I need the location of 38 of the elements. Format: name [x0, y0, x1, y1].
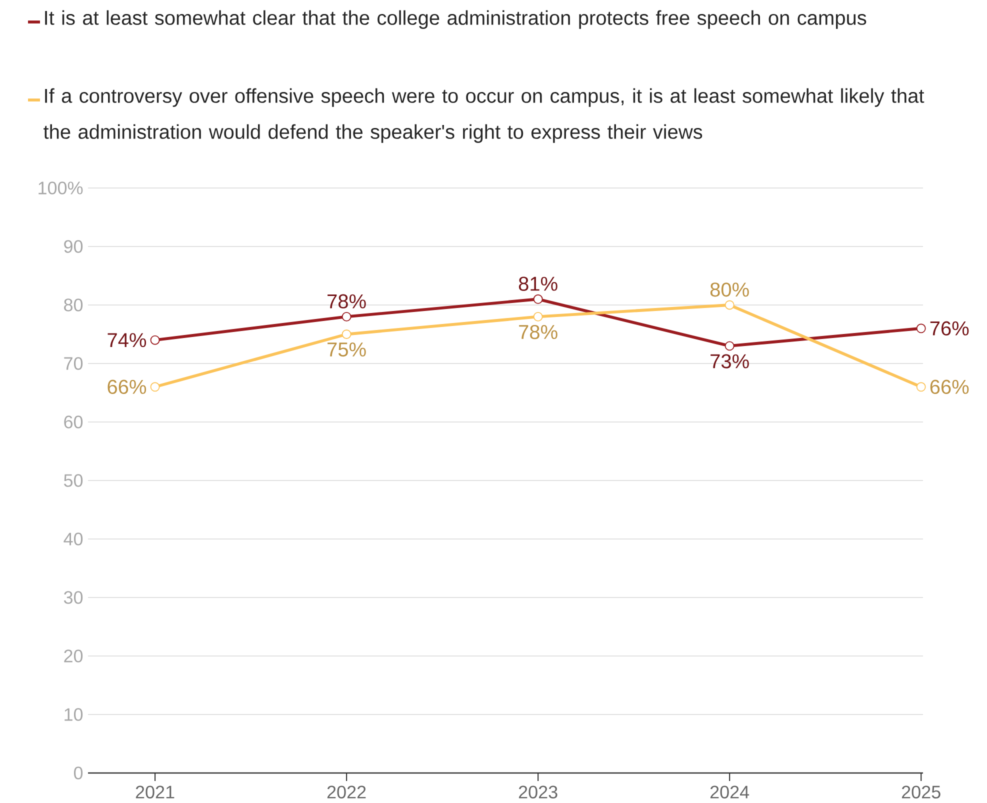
- x-tick-label: 2023: [518, 786, 558, 798]
- point: [533, 294, 543, 304]
- point: [916, 324, 926, 334]
- y-tick-label: 10: [64, 708, 83, 721]
- y-tick-label: 30: [64, 591, 83, 604]
- y-tick-label: 90: [64, 240, 83, 253]
- x-tick-label: 2022: [327, 786, 366, 798]
- point: [916, 382, 926, 392]
- y-tick-label: 60: [64, 416, 83, 428]
- data-label: 75%: [328, 342, 366, 357]
- data-label: 66%: [108, 380, 146, 394]
- point: [724, 341, 734, 351]
- point: [724, 300, 734, 310]
- y-tick-label: 40: [64, 532, 83, 546]
- data-label: 76%: [930, 321, 969, 336]
- point: [150, 335, 160, 345]
- data-label: 74%: [108, 333, 146, 348]
- point: [150, 382, 160, 392]
- y-tick-label: 70: [64, 357, 83, 370]
- x-tick-label: 2024: [710, 786, 750, 798]
- y-tick-label: 0: [74, 766, 83, 780]
- y-tick-label: 100%: [38, 182, 83, 194]
- data-label: 78%: [328, 294, 366, 308]
- point: [342, 312, 352, 322]
- data-label: 73%: [710, 354, 749, 368]
- x-tick-label: 2025: [902, 786, 940, 798]
- x-tick-label: 2021: [136, 786, 174, 798]
- y-tick-label: 20: [64, 650, 83, 662]
- data-label: 66%: [930, 380, 969, 394]
- data-label: 78%: [519, 324, 558, 340]
- point: [342, 330, 352, 339]
- legend-label: If a controversy over offensive speech were to occur on campus, it is at least somewhat likely that the administration would defend the speaker's right to express their views: [44, 88, 924, 143]
- data-label: 80%: [710, 282, 749, 297]
- point: [533, 312, 543, 322]
- legend-label: It is at least somewhat clear that the college administration protects free speech on campus: [45, 10, 866, 29]
- y-tick-label: 50: [64, 474, 83, 487]
- y-tick-label: 80: [64, 298, 83, 312]
- data-label: 81%: [518, 276, 558, 291]
